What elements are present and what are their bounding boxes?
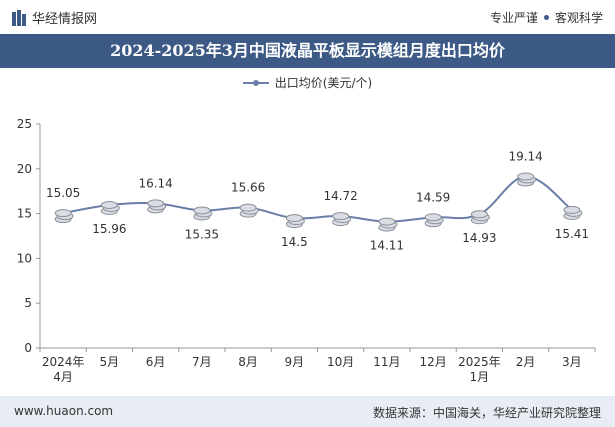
brand-logo-icon (12, 9, 26, 26)
x-tick-label: 8月 (238, 355, 258, 369)
x-tick-label: 2024年 4月 (42, 355, 85, 384)
brand-name: 华经情报网 (32, 12, 98, 27)
y-tick-label: 5 (24, 296, 32, 310)
legend: 出口均价(美元/个) (0, 74, 615, 91)
data-point (378, 217, 398, 232)
title-bar: 2024-2025年3月中国液晶平板显示模组月度出口均价 (0, 34, 615, 68)
x-tick-label: 12月 (419, 355, 446, 369)
x-tick-label: 6月 (146, 355, 166, 369)
x-tick-label: 10月 (327, 355, 354, 369)
data-label: 14.72 (323, 189, 357, 203)
data-point (147, 199, 167, 214)
data-point (193, 206, 213, 221)
data-label: 15.66 (231, 181, 265, 195)
data-point (285, 214, 305, 229)
x-tick-label: 2月 (516, 355, 536, 369)
data-label: 15.41 (555, 227, 589, 241)
slogan-right: 客观科学 (554, 11, 603, 25)
legend-label: 出口均价(美元/个) (274, 76, 373, 90)
slogan-left: 专业严谨 (489, 11, 538, 25)
brand: 华经情报网 (12, 8, 97, 27)
data-point (517, 172, 537, 187)
data-point (239, 203, 259, 218)
bullet-icon (543, 15, 549, 20)
chart-title: 2024-2025年3月中国液晶平板显示模组月度出口均价 (110, 41, 505, 60)
data-label: 14.5 (281, 235, 308, 249)
footer-source: 数据来源：中国海关，华经产业研究院整理 (372, 406, 601, 420)
data-point (54, 209, 74, 224)
y-tick-label: 10 (17, 251, 32, 265)
data-label: 15.05 (46, 186, 80, 200)
x-tick-label: 3月 (562, 355, 582, 369)
data-label: 14.59 (416, 190, 450, 204)
x-tick-label: 11月 (373, 355, 400, 369)
data-label: 14.11 (370, 239, 404, 253)
data-point (332, 212, 352, 227)
data-label: 15.35 (185, 227, 219, 241)
y-tick-label: 15 (17, 207, 32, 221)
x-tick-label: 5月 (100, 355, 120, 369)
data-point (424, 213, 444, 228)
x-tick-label: 7月 (192, 355, 212, 369)
data-point (470, 210, 490, 225)
slogan: 专业严谨 客观科学 (490, 9, 603, 26)
data-point (563, 205, 583, 220)
data-point (100, 200, 120, 215)
footer-website: www.huaon.com (14, 404, 114, 418)
y-tick-label: 20 (17, 162, 32, 176)
data-label: 16.14 (138, 176, 172, 190)
y-tick-label: 0 (24, 341, 32, 355)
data-label: 19.14 (508, 150, 542, 164)
x-tick-label: 9月 (285, 355, 305, 369)
footer: www.huaon.com 数据来源：中国海关，华经产业研究院整理 (0, 396, 615, 427)
x-tick-label: 2025年 1月 (458, 355, 501, 384)
line-chart: 0 5 10 15 20 25 2024年 4月 5月 6月 7月 8月 9月 10月 11月 12月 2025… (17, 117, 596, 384)
data-label: 15.96 (92, 222, 126, 236)
data-label: 14.93 (462, 231, 496, 245)
top-bar: 华经情报网 专业严谨 客观科学 (0, 0, 615, 34)
y-tick-label: 25 (17, 117, 32, 131)
legend-line-icon (242, 79, 269, 86)
